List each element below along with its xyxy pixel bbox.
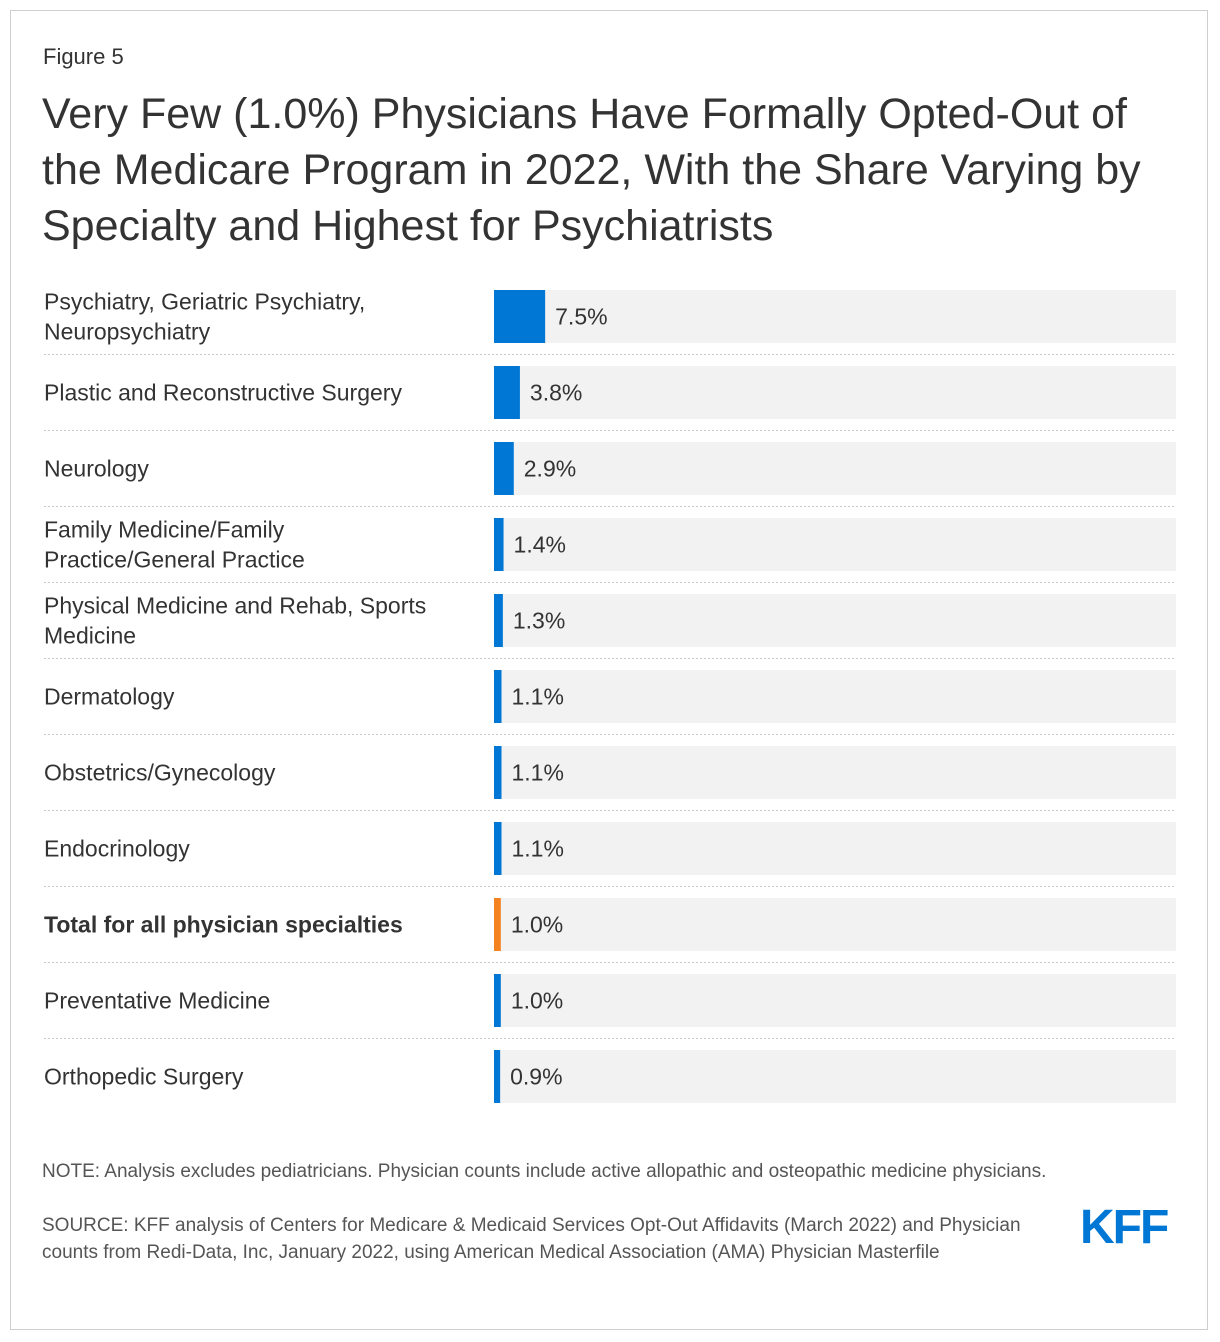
data-label: 1.1% [512,760,564,786]
bar-total [494,898,501,951]
data-label: 1.3% [513,608,565,634]
category-label-line: Plastic and Reconstructive Surgery [44,380,402,406]
bar-track [494,746,1176,799]
data-label: 1.4% [514,532,566,558]
bar-track [494,1050,1176,1103]
bar [494,366,520,419]
category-label-line: Neurology [44,456,149,482]
data-label: 1.0% [511,988,563,1014]
category-label: Endocrinology [44,836,190,862]
bar-track [494,518,1176,571]
category-label: Preventative Medicine [44,988,270,1014]
data-label: 2.9% [524,456,576,482]
data-label: 1.1% [512,836,564,862]
category-label-line: Physical Medicine and Rehab, Sports [44,593,426,619]
category-label: Neurology [44,456,149,482]
note-text: NOTE: Analysis excludes pediatricians. P… [42,1161,1047,1182]
category-label: Plastic and Reconstructive Surgery [44,380,402,406]
data-label: 7.5% [555,304,607,330]
bar-track [494,594,1176,647]
category-label-line: Endocrinology [44,836,190,862]
category-label-line: Dermatology [44,684,175,710]
category-label: Orthopedic Surgery [44,1064,244,1090]
category-label: Psychiatry, Geriatric Psychiatry, Neurops… [44,289,365,345]
category-label: Total for all physician specialties [44,912,403,938]
source-text: SOURCE: KFF analysis of Centers for Medi… [42,1215,1021,1263]
figure-label: Figure 5 [43,44,124,69]
bar-track [494,974,1176,1027]
category-label-line: Orthopedic Surgery [44,1064,244,1090]
bar [494,822,502,875]
category-label-line: Family Medicine/Family [44,517,285,543]
category-label-line: Obstetrics/Gynecology [44,760,276,786]
kff-logo: KFF [1080,1201,1169,1254]
bar-track [494,822,1176,875]
bar-track [494,366,1176,419]
bar [494,670,502,723]
category-label-line: Medicine [44,623,136,649]
data-label: 1.1% [512,684,564,710]
bar [494,974,501,1027]
data-label: 1.0% [511,912,563,938]
data-label: 0.9% [510,1064,562,1090]
bar-track [494,442,1176,495]
bar [494,594,503,647]
bar [494,746,502,799]
category-label: Physical Medicine and Rehab, Sports Medic… [44,593,426,649]
category-label-line: Psychiatry, Geriatric Psychiatry, [44,289,365,315]
category-label-line: Neuropsychiatry [44,319,211,345]
category-label: Family Medicine/Family Practice/General P… [44,517,305,573]
category-label-line: Total for all physician specialties [44,912,403,938]
bar [494,1050,501,1103]
category-label: Obstetrics/Gynecology [44,760,276,786]
bar [494,518,504,571]
bar-track [494,670,1176,723]
bar [494,290,546,343]
category-label: Dermatology [44,684,175,710]
data-label: 3.8% [530,380,582,406]
bar-track [494,898,1176,951]
chart-title: Very Few (1.0%) Physicians Have Formally… [42,90,1141,250]
bar-track [494,290,1176,343]
bar [494,442,514,495]
category-label-line: Preventative Medicine [44,988,270,1014]
bar-chart: 7.5% Psychiatry, Geriatric Psychiatry, Neu… [44,289,1176,1103]
category-label-line: Practice/General Practice [44,547,305,573]
